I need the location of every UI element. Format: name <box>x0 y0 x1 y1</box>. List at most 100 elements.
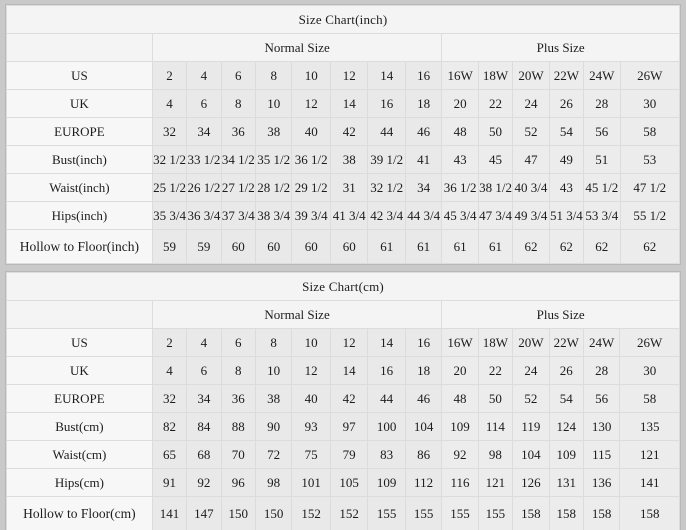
table-cell: 141 <box>151 496 188 530</box>
table-cell: 126 <box>512 468 550 497</box>
table-cell: 135 <box>619 412 680 441</box>
table-row: Hollow to Floor(inch) 59 59 60 60 60 60 61 61 61 6… <box>6 229 681 264</box>
table-cell: 59 <box>186 229 222 264</box>
table-cell: 32 1/2 <box>151 145 188 174</box>
table-cell: 92 <box>441 440 479 469</box>
table-cell: 51 3/4 <box>548 201 585 230</box>
table-cell: 36 1/2 <box>291 145 331 174</box>
table-cell: 119 <box>512 412 550 441</box>
table-cell: 38 3/4 <box>254 201 293 230</box>
table-cell: 33 1/2 <box>186 145 222 174</box>
table-cell: 155 <box>404 496 443 530</box>
table-cell: 70 <box>220 440 256 469</box>
table-cell: 86 <box>404 440 443 469</box>
table-cell: 2 <box>151 328 188 357</box>
table-row: EUROPE 32 34 36 38 40 42 44 46 48 50 52 54 56 58 <box>6 384 680 413</box>
table-cell: 18W <box>477 328 514 357</box>
table-cell: 26 <box>548 89 585 118</box>
table-cell: 136 <box>582 468 621 497</box>
table-cell: 79 <box>329 440 369 469</box>
table-cell: 61 <box>367 229 406 264</box>
table-cell: 84 <box>186 412 222 441</box>
table-cell: 45 3/4 <box>441 201 479 230</box>
table-cell: 10 <box>291 61 331 90</box>
size-table-cm: Size Chart(cm) Normal Size Plus Size US 2 4 6… <box>6 272 680 530</box>
table-cell: 56 <box>583 117 621 146</box>
table-cell: 158 <box>512 496 550 530</box>
row-label: Hollow to Floor(inch) <box>6 229 153 264</box>
table-cell: 22W <box>548 328 584 357</box>
row-label: UK <box>6 89 153 118</box>
table-cell: 34 1/2 <box>220 145 256 174</box>
table-cell: 18W <box>477 61 514 90</box>
table-cell: 55 1/2 <box>619 201 681 230</box>
table-cell: 20 <box>441 356 479 385</box>
table-cell: 100 <box>367 412 406 441</box>
table-cell: 65 <box>151 440 188 469</box>
table-cell: 152 <box>329 496 369 530</box>
table-cell: 46 <box>404 117 443 146</box>
table-cell: 121 <box>477 468 514 497</box>
table-cell: 158 <box>619 496 680 530</box>
table-cell: 10 <box>254 89 293 118</box>
table-cell: 42 <box>329 384 369 413</box>
table-cell: 93 <box>291 412 331 441</box>
table-row: UK 4 6 8 10 12 14 16 18 20 22 24 26 28 30 <box>6 356 680 385</box>
table-cell: 48 <box>441 117 479 146</box>
table-cell: 109 <box>367 468 406 497</box>
group-header-spacer <box>6 33 153 62</box>
table-cell: 92 <box>186 468 222 497</box>
table-cell: 4 <box>186 328 222 357</box>
table-cell: 36 1/2 <box>441 173 479 202</box>
table-cell: 42 <box>329 117 369 146</box>
table-cell: 35 1/2 <box>254 145 293 174</box>
table-cell: 24 <box>512 356 550 385</box>
row-label: Bust(inch) <box>6 145 153 174</box>
table-cell: 43 <box>548 173 585 202</box>
table-cell: 62 <box>583 229 621 264</box>
table-cell: 121 <box>619 440 680 469</box>
table-cell: 53 <box>619 145 681 174</box>
table-cell: 158 <box>582 496 621 530</box>
table-cell: 61 <box>404 229 443 264</box>
table-cell: 72 <box>254 440 293 469</box>
table-cell: 61 <box>441 229 479 264</box>
table-row: Bust(cm) 82 84 88 90 93 97 100 104 109 114 119 124 13… <box>6 412 680 441</box>
table-cell: 60 <box>254 229 293 264</box>
table-cell: 27 1/2 <box>220 173 256 202</box>
table-cell: 114 <box>477 412 514 441</box>
table-cell: 8 <box>254 328 293 357</box>
table-cell: 48 <box>441 384 479 413</box>
row-label: Hollow to Floor(cm) <box>6 496 153 530</box>
table-row: US 2 4 6 8 10 12 14 16 16W 18W 20W 22W 24W 26W <box>6 61 681 90</box>
row-label: UK <box>6 356 153 385</box>
table-cell: 40 3/4 <box>512 173 550 202</box>
table-cell: 158 <box>548 496 584 530</box>
table-cell: 28 <box>583 89 621 118</box>
table-cell: 109 <box>548 440 584 469</box>
table-cell: 150 <box>254 496 293 530</box>
group-header-row: Normal Size Plus Size <box>6 33 680 62</box>
row-label: EUROPE <box>6 117 153 146</box>
table-cell: 49 3/4 <box>512 201 550 230</box>
table-cell: 12 <box>329 328 369 357</box>
table-cell: 39 1/2 <box>367 145 406 174</box>
table-cell: 56 <box>582 384 621 413</box>
table-cell: 34 <box>186 384 222 413</box>
table-cell: 45 1/2 <box>583 173 621 202</box>
table-row: Waist(inch) 25 1/2 26 1/2 27 1/2 28 1/2 29 1/… <box>6 173 681 202</box>
table-cell: 116 <box>441 468 479 497</box>
table-cell: 96 <box>220 468 256 497</box>
table-cell: 26W <box>619 61 681 90</box>
table-cell: 40 <box>291 117 331 146</box>
table-cell: 16W <box>441 328 479 357</box>
table-cell: 14 <box>329 356 369 385</box>
table-cell: 16 <box>404 328 443 357</box>
table-row: Hollow to Floor(cm) 141 147 150 150 152 152 155… <box>6 496 680 530</box>
table-cell: 105 <box>329 468 369 497</box>
table-cell: 4 <box>151 356 188 385</box>
table-cell: 115 <box>582 440 621 469</box>
table-cell: 28 1/2 <box>254 173 293 202</box>
table-cell: 42 3/4 <box>367 201 406 230</box>
table-cell: 50 <box>477 117 514 146</box>
